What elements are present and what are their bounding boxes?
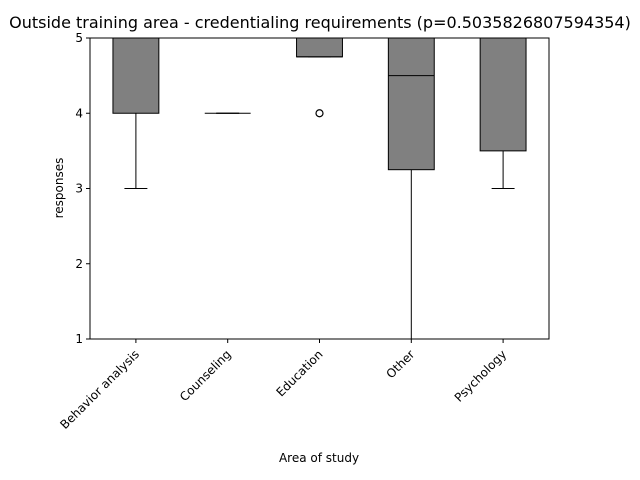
x-tick-label: Psychology	[452, 347, 510, 405]
box	[112, 37, 160, 114]
y-tick-label: 1	[75, 332, 83, 346]
box	[479, 37, 527, 152]
x-tick-label: Counseling	[177, 347, 234, 404]
x-tick-label: Education	[273, 347, 325, 399]
x-tick-label: Other	[383, 347, 417, 381]
y-tick-label: 5	[75, 31, 83, 45]
box-group	[479, 37, 527, 189]
outlier-point	[315, 109, 324, 118]
box-group	[296, 37, 343, 118]
y-tick-label: 4	[75, 106, 83, 120]
box	[296, 37, 343, 58]
plot-area	[112, 37, 527, 340]
y-tick-label: 3	[75, 182, 83, 196]
box-group	[387, 37, 435, 340]
x-axis-label: Area of study	[279, 451, 359, 465]
y-tick-label: 2	[75, 257, 83, 271]
y-axis-label: responses	[52, 158, 66, 219]
chart-title: Outside training area - credentialing re…	[9, 13, 631, 32]
box	[387, 37, 435, 171]
box-group	[112, 37, 160, 189]
x-tick-label: Behavior analysis	[57, 347, 142, 432]
